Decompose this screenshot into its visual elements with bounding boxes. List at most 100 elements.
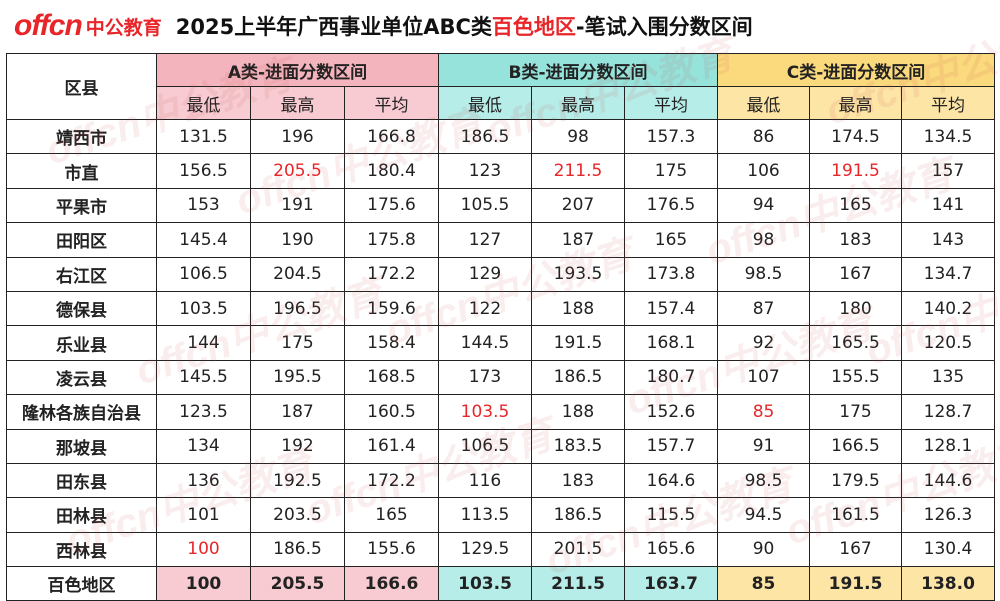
cell-c-avg: 128.7 — [901, 394, 996, 430]
table-row: 西林县 100 186.5 155.6 129.5 201.5 165.6 90 167 130.… — [6, 531, 996, 568]
table-row: 田东县 136 192.5 172.2 116 183 164.6 98.5 179.5 144.… — [6, 462, 996, 499]
district-header: 区县 — [6, 53, 157, 120]
sub-header-a-max: 最高 — [250, 86, 345, 120]
cell-c-avg: 134.7 — [901, 256, 996, 292]
district-name: 靖西市 — [6, 118, 157, 155]
cell-a-min: 101 — [156, 497, 251, 533]
cell-b-min: 129.5 — [438, 531, 533, 568]
cell-b-max: 98 — [531, 118, 626, 155]
cell-c-avg: 134.5 — [901, 118, 996, 155]
cell-c-min: 85 — [717, 394, 811, 430]
cell-b-min: 123 — [438, 153, 533, 189]
cell-a-min: 131.5 — [156, 118, 251, 155]
cell-b-avg: 176.5 — [624, 187, 719, 224]
cell-c-avg: 140.2 — [901, 290, 996, 327]
cell-c-max: 155.5 — [809, 359, 903, 396]
cell-a-min: 144 — [156, 325, 251, 361]
cell-a-min: 134 — [156, 428, 251, 464]
cell-c-max: 167 — [809, 531, 903, 568]
cell-b-avg: 175 — [624, 153, 719, 189]
district-name: 平果市 — [6, 187, 157, 224]
cell-a-max: 175 — [250, 325, 345, 361]
total-row: 百色地区 100 205.5 166.6 103.5 211.5 163.7 85 191.5 1… — [6, 566, 996, 601]
cell-b-max: 207 — [531, 187, 626, 224]
cell-b-min: 144.5 — [438, 325, 533, 361]
cell-a-avg: 175.6 — [343, 187, 440, 224]
cell-b-min: 122 — [438, 290, 533, 327]
cell-c-avg: 135 — [901, 359, 996, 396]
cell-a-avg: 180.4 — [343, 153, 440, 189]
total-c-avg: 138.0 — [901, 566, 996, 601]
cell-b-avg: 152.6 — [624, 394, 719, 430]
cell-b-min: 127 — [438, 222, 533, 258]
cell-a-avg: 159.6 — [343, 290, 440, 327]
cell-c-min: 94 — [717, 187, 811, 224]
cell-a-min: 153 — [156, 187, 251, 224]
group-header-b: B类-进面分数区间 — [438, 53, 719, 87]
title-suffix: -笔试入围分数区间 — [575, 15, 753, 39]
district-name: 凌云县 — [6, 359, 157, 396]
cell-a-max: 191 — [250, 187, 345, 224]
group-header-c: C类-进面分数区间 — [717, 53, 996, 87]
district-name: 田林县 — [6, 497, 157, 533]
title-prefix: 2025上半年广西事业单位ABC类 — [175, 15, 492, 39]
cell-b-min: 129 — [438, 256, 533, 292]
cell-a-avg: 166.8 — [343, 118, 440, 155]
title-highlight: 百色地区 — [491, 15, 576, 39]
cell-a-min: 156.5 — [156, 153, 251, 189]
cell-c-max: 161.5 — [809, 497, 903, 533]
cell-c-avg: 157 — [901, 153, 996, 189]
cell-b-min: 105.5 — [438, 187, 533, 224]
cell-c-min: 92 — [717, 325, 811, 361]
sub-header-a-min: 最低 — [156, 86, 251, 120]
cell-c-max: 166.5 — [809, 428, 903, 464]
cell-a-max: 204.5 — [250, 256, 345, 292]
cell-c-min: 90 — [717, 531, 811, 568]
group-header-a: A类-进面分数区间 — [155, 53, 440, 87]
cell-b-avg: 164.6 — [624, 462, 719, 499]
cell-b-max: 186.5 — [531, 497, 626, 533]
cell-c-max: 179.5 — [809, 462, 903, 499]
district-name: 隆林各族自治县 — [6, 394, 157, 430]
cell-a-max: 192.5 — [250, 462, 345, 499]
district-name: 右江区 — [6, 256, 157, 292]
cell-c-max: 183 — [809, 222, 903, 258]
score-table: 区县 A类-进面分数区间 B类-进面分数区间 C类-进面分数区间 最低 最高 平… — [6, 53, 996, 601]
district-name: 乐业县 — [6, 325, 157, 361]
cell-b-avg: 157.4 — [624, 290, 719, 327]
cell-b-avg: 173.8 — [624, 256, 719, 292]
cell-b-avg: 157.3 — [624, 118, 719, 155]
cell-b-min: 173 — [438, 359, 533, 396]
cell-a-avg: 158.4 — [343, 325, 440, 361]
cell-c-min: 91 — [717, 428, 811, 464]
cell-b-max: 193.5 — [531, 256, 626, 292]
district-name: 市直 — [6, 153, 157, 189]
logo-subtext: 中公教育 — [85, 16, 162, 39]
cell-c-avg: 120.5 — [901, 325, 996, 361]
cell-a-max: 196.5 — [250, 290, 345, 327]
table-row: 市直 156.5 205.5 180.4 123 211.5 175 106 191.5 157 — [6, 153, 996, 189]
cell-b-max: 183 — [531, 462, 626, 499]
total-c-max: 191.5 — [809, 566, 903, 601]
cell-c-avg: 130.4 — [901, 531, 996, 568]
cell-b-max: 191.5 — [531, 325, 626, 361]
table-row: 平果市 153 191 175.6 105.5 207 176.5 94 165 141 — [6, 187, 996, 224]
cell-a-avg: 172.2 — [343, 256, 440, 292]
cell-c-min: 86 — [717, 118, 811, 155]
district-name: 那坡县 — [6, 428, 157, 464]
table-row: 乐业县 144 175 158.4 144.5 191.5 168.1 92 165.5 120.… — [6, 325, 996, 361]
cell-a-max: 186.5 — [250, 531, 345, 568]
total-b-min: 103.5 — [438, 566, 533, 601]
cell-b-min: 113.5 — [438, 497, 533, 533]
logo-text: offcn — [14, 9, 83, 42]
cell-c-max: 174.5 — [809, 118, 903, 155]
cell-a-avg: 172.2 — [343, 462, 440, 499]
cell-b-avg: 165.6 — [624, 531, 719, 568]
sub-header-b-avg: 平均 — [624, 86, 719, 120]
cell-b-max: 187 — [531, 222, 626, 258]
cell-a-max: 203.5 — [250, 497, 345, 533]
cell-c-max: 191.5 — [809, 153, 903, 189]
cell-c-avg: 143 — [901, 222, 996, 258]
cell-c-min: 98 — [717, 222, 811, 258]
district-name: 田东县 — [6, 462, 157, 499]
